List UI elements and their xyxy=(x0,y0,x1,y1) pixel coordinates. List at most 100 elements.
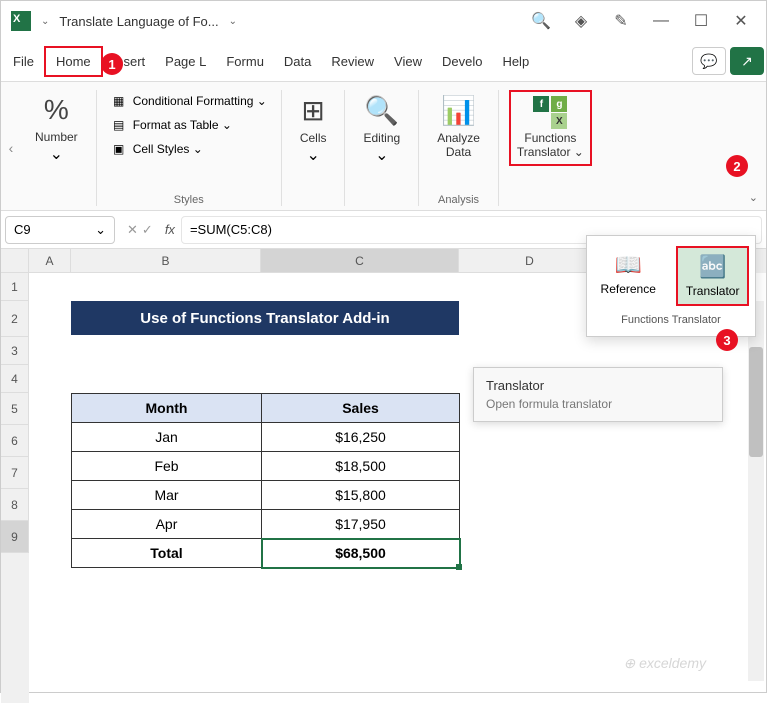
cell-month[interactable]: Mar xyxy=(72,481,262,510)
select-all-corner[interactable] xyxy=(1,249,29,273)
table-row: Jan$16,250 xyxy=(72,423,460,452)
percent-icon: % xyxy=(44,94,69,126)
fill-handle[interactable] xyxy=(456,564,462,570)
formula-text: =SUM(C5:C8) xyxy=(190,222,272,237)
cell-reference: C9 xyxy=(14,222,31,237)
row-header[interactable]: 8 xyxy=(1,489,29,521)
maximize-button[interactable]: ☐ xyxy=(686,6,716,36)
ribbon-scroll-left-icon[interactable]: ‹ xyxy=(5,90,17,206)
col-header-a[interactable]: A xyxy=(29,249,71,273)
cell-sales[interactable]: $15,800 xyxy=(262,481,460,510)
tab-developer[interactable]: Develo xyxy=(432,48,492,75)
grid[interactable]: Use of Functions Translator Add-in Month… xyxy=(29,273,766,703)
table-row: Mar$15,800 xyxy=(72,481,460,510)
row-header[interactable]: 5 xyxy=(1,393,29,425)
title-chevron-icon[interactable]: ⌄ xyxy=(229,16,237,27)
cond-format-icon: ▦ xyxy=(111,93,127,109)
ft-f-icon: f xyxy=(533,96,549,112)
ribbon-group-styles: ▦ Conditional Formatting ⌄ ▤ Format as T… xyxy=(97,90,282,206)
formula-accept-icon[interactable]: ✓ xyxy=(142,222,153,238)
col-header-b[interactable]: B xyxy=(71,249,261,273)
tab-view[interactable]: View xyxy=(384,48,432,75)
search-icon[interactable]: 🔍 xyxy=(526,6,556,36)
tab-file[interactable]: File xyxy=(3,48,44,75)
comments-button[interactable]: 💬 xyxy=(692,47,726,75)
row-header[interactable]: 6 xyxy=(1,425,29,457)
tooltip: Translator Open formula translator xyxy=(473,367,723,422)
cells-label: Cells xyxy=(300,131,327,145)
cell-month[interactable]: Jan xyxy=(72,423,262,452)
ribbon-collapse-icon[interactable]: ⌄ xyxy=(749,191,758,204)
tab-page-layout[interactable]: Page L xyxy=(155,48,216,75)
close-button[interactable]: ✕ xyxy=(726,6,756,36)
scrollbar-thumb[interactable] xyxy=(749,347,763,457)
table-row: Feb$18,500 xyxy=(72,452,460,481)
cells-icon: ⊞ xyxy=(301,94,324,127)
tooltip-title: Translator xyxy=(486,378,710,393)
sheet-title: Use of Functions Translator Add-in xyxy=(71,301,459,335)
tab-formulas[interactable]: Formu xyxy=(216,48,274,75)
name-box[interactable]: C9 ⌄ xyxy=(5,216,115,244)
cell-sales[interactable]: $16,250 xyxy=(262,423,460,452)
col-header-c[interactable]: C xyxy=(261,249,459,273)
chevron-down-icon: ⌄ xyxy=(306,145,319,165)
row-header[interactable]: 7 xyxy=(1,457,29,489)
reference-icon: 📖 xyxy=(615,252,642,278)
editing-button[interactable]: 🔍 Editing ⌄ xyxy=(355,90,408,169)
callout-1: 1 xyxy=(101,53,123,75)
number-label: Number xyxy=(35,130,78,144)
minimize-button[interactable]: — xyxy=(646,6,676,36)
row-header[interactable]: 9 xyxy=(1,521,29,553)
row-header[interactable]: 4 xyxy=(1,365,29,393)
functions-translator-dropdown: 📖 Reference 🔤 Translator Functions Trans… xyxy=(586,235,756,337)
sheet-area: 1 2 3 4 5 6 7 8 9 Use of Functions Trans… xyxy=(1,273,766,703)
ft-line2: Translator ⌄ xyxy=(517,145,584,159)
cells-button[interactable]: ⊞ Cells ⌄ xyxy=(292,90,335,169)
format-as-table-button[interactable]: ▤ Format as Table ⌄ xyxy=(107,114,271,136)
functions-translator-button[interactable]: f g X Functions Translator ⌄ xyxy=(509,90,592,166)
ribbon-group-functions-translator: f g X Functions Translator ⌄ xyxy=(499,90,602,206)
ft-g-icon: g xyxy=(551,96,567,112)
cell-total-label[interactable]: Total xyxy=(72,539,262,568)
tab-data[interactable]: Data xyxy=(274,48,321,75)
qat-dropdown-icon[interactable]: ⌄ xyxy=(41,16,49,27)
fx-icon[interactable]: fx xyxy=(165,222,175,237)
formula-cancel-icon[interactable]: ✕ xyxy=(127,222,138,238)
tab-help[interactable]: Help xyxy=(492,48,539,75)
tab-review[interactable]: Review xyxy=(321,48,384,75)
name-box-chevron-icon[interactable]: ⌄ xyxy=(95,222,106,238)
format-table-label: Format as Table ⌄ xyxy=(133,118,232,132)
ft-x-icon: X xyxy=(551,113,567,129)
cell-styles-button[interactable]: ▣ Cell Styles ⌄ xyxy=(107,138,271,160)
cell-sales[interactable]: $18,500 xyxy=(262,452,460,481)
cell-month[interactable]: Apr xyxy=(72,510,262,539)
row-header[interactable]: 1 xyxy=(1,273,29,301)
translator-button[interactable]: 🔤 Translator xyxy=(676,246,750,306)
row-header[interactable]: 2 xyxy=(1,301,29,337)
row-header[interactable]: 3 xyxy=(1,337,29,365)
reference-button[interactable]: 📖 Reference xyxy=(593,246,664,306)
cell-total-value[interactable]: $68,500 xyxy=(262,539,460,568)
vertical-scrollbar[interactable] xyxy=(748,301,764,681)
ribbon: ‹ % Number ⌄ ▦ Conditional Formatting ⌄ … xyxy=(1,81,766,211)
pen-icon[interactable]: ✎ xyxy=(606,6,636,36)
conditional-formatting-button[interactable]: ▦ Conditional Formatting ⌄ xyxy=(107,90,271,112)
cell-month[interactable]: Feb xyxy=(72,452,262,481)
chevron-down-icon: ⌄ xyxy=(375,145,388,165)
ribbon-group-cells: ⊞ Cells ⌄ xyxy=(282,90,346,206)
cond-format-label: Conditional Formatting ⌄ xyxy=(133,94,267,108)
analyze-data-button[interactable]: 📊 Analyze Data xyxy=(429,90,488,164)
chevron-down-icon: ⌄ xyxy=(50,144,63,164)
col-header-d[interactable]: D xyxy=(459,249,601,273)
cell-sales[interactable]: $17,950 xyxy=(262,510,460,539)
analysis-group-label: Analysis xyxy=(438,190,479,206)
share-button[interactable]: ↗ xyxy=(730,47,764,75)
table-row: Apr$17,950 xyxy=(72,510,460,539)
translator-label: Translator xyxy=(686,284,740,298)
analyze-line2: Data xyxy=(446,145,471,159)
tab-home[interactable]: Home xyxy=(44,46,103,77)
analyze-line1: Analyze xyxy=(437,131,480,145)
premium-icon[interactable]: ◈ xyxy=(566,6,596,36)
dropdown-group-label: Functions Translator xyxy=(621,314,721,326)
number-format-button[interactable]: % Number ⌄ xyxy=(27,90,86,168)
